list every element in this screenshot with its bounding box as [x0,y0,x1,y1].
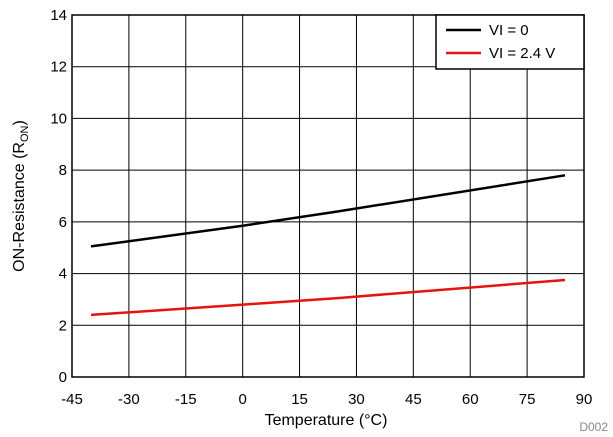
y-tick-label: 4 [59,266,67,283]
x-tick-label: -30 [118,391,140,408]
y-tick-label: 10 [50,110,67,127]
x-tick-label: 15 [291,391,308,408]
y-axis-label-close: ) [11,120,28,125]
y-tick-label: 6 [59,214,67,231]
x-tick-label: 75 [519,391,536,408]
x-tick-label: 45 [405,391,422,408]
series-line-1 [90,174,566,248]
plot-frame [71,14,585,378]
y-tick-label: 12 [50,59,67,76]
y-axis-label-subscript: ON [19,125,31,142]
x-tick-label: -15 [175,391,197,408]
legend: VI = 0 VI = 2.4 V [435,14,585,70]
series-layer [90,174,566,317]
y-axis-label-main: ON-Resistance (R [11,142,28,272]
x-tick-labels: -45 -30 -15 0 15 30 45 60 75 90 [61,391,592,408]
legend-box [435,14,585,70]
x-tick-label: 0 [238,391,246,408]
x-tick-label: 60 [462,391,479,408]
x-tick-label: -45 [61,391,83,408]
y-tick-label: 14 [50,7,67,24]
y-axis-label: ON-Resistance (RON) [11,120,31,272]
y-tick-label: 2 [59,317,67,334]
x-tick-label: 90 [576,391,593,408]
x-axis-label: Temperature (°C) [265,412,388,429]
legend-label-2: VI = 2.4 V [489,45,555,62]
y-tick-label: 8 [59,162,67,179]
y-tick-labels: 0 2 4 6 8 10 12 14 [50,7,67,386]
series-line-2 [90,278,566,317]
y-tick-label: 0 [59,369,67,386]
x-tick-label: 30 [348,391,365,408]
figure-id: D002 [579,420,608,434]
legend-label-1: VI = 0 [489,22,529,39]
